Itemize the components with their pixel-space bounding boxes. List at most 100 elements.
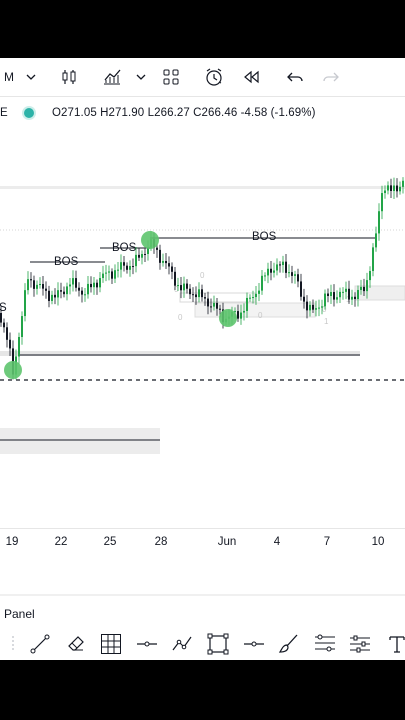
dotted-separator-icon (1, 632, 25, 656)
replay-icon[interactable] (240, 66, 262, 88)
candle-body (78, 287, 80, 291)
x-tick: 19 (5, 536, 19, 548)
market-status-icon[interactable] (24, 108, 34, 118)
grid-icon[interactable] (99, 632, 123, 656)
brush-icon[interactable] (277, 632, 301, 656)
candle-body (165, 260, 167, 264)
candle-body (198, 289, 200, 298)
candle-body (312, 304, 314, 310)
candle-body (3, 322, 5, 328)
candle-body (45, 288, 47, 291)
candle-body (48, 290, 50, 301)
candle-body (39, 284, 41, 286)
settings-sliders-icon[interactable] (348, 632, 372, 656)
interval-button[interactable]: M (2, 66, 16, 88)
candle-body (324, 293, 326, 307)
indicators-chevron-down-icon[interactable] (134, 66, 148, 88)
candle-body (318, 307, 320, 309)
ohlc-values: O271.05 H271.90 L266.27 C266.46 -4.58 (-… (52, 107, 316, 119)
candle-body (294, 274, 296, 276)
symbol-label[interactable]: E (0, 107, 8, 119)
candle-body (342, 291, 344, 293)
candle-body (120, 262, 122, 270)
chart-app: M E O271.05 H271.90 (0, 58, 405, 660)
text-tool-icon[interactable] (385, 632, 405, 656)
candle-body (51, 294, 53, 301)
candle-body (330, 292, 332, 296)
candle-body (192, 294, 194, 296)
horizontal-line-icon[interactable] (242, 632, 266, 656)
candle-body (300, 281, 302, 297)
candles-icon[interactable] (58, 66, 80, 88)
candlestick-series (0, 177, 404, 380)
zone-box-3 (354, 285, 405, 301)
eraser-icon[interactable] (64, 632, 88, 656)
candle-body (117, 269, 119, 271)
indicators-icon[interactable] (101, 66, 123, 88)
top-toolbar: M (0, 58, 405, 97)
svg-text:0: 0 (200, 271, 205, 280)
templates-icon[interactable] (160, 66, 182, 88)
candle-body (111, 271, 113, 279)
candle-body (306, 301, 308, 311)
alert-icon[interactable] (203, 66, 225, 88)
rectangle-icon[interactable] (206, 632, 230, 656)
zone-box-1 (179, 292, 256, 303)
x-tick: 7 (323, 536, 331, 548)
candle-body (189, 288, 191, 295)
candle-body (183, 283, 185, 291)
horizontal-ray-icon[interactable] (135, 632, 159, 656)
candle-body (339, 291, 341, 298)
pattern-icon[interactable] (170, 632, 194, 656)
candle-body (36, 284, 38, 289)
candle-body (177, 285, 179, 287)
candle-body (390, 185, 392, 192)
candle-body (399, 186, 401, 192)
candle-body (201, 289, 203, 298)
candle-body (126, 265, 128, 270)
candle-body (102, 273, 104, 279)
fib-icon[interactable] (313, 632, 337, 656)
candle-body (207, 298, 209, 307)
time-axis[interactable]: 19 22 25 28 Jun 4 7 10 (0, 528, 405, 558)
candle-body (393, 185, 395, 192)
undo-icon[interactable] (284, 66, 306, 88)
panel-label[interactable]: Panel (4, 607, 35, 621)
zone-box-5 (0, 428, 160, 454)
candle-body (396, 185, 398, 192)
candle-body (351, 296, 353, 300)
price-chart[interactable]: 000 001 1 BOS BOS BOS S (0, 128, 405, 528)
candle-body (129, 266, 131, 270)
interval-chevron-down-icon[interactable] (24, 66, 38, 88)
candle-body (387, 185, 389, 191)
candle-body (321, 306, 323, 308)
candle-body (168, 263, 170, 267)
candle-body (336, 297, 338, 300)
candle-body (159, 249, 161, 263)
candle-body (84, 294, 86, 296)
candle-body (363, 286, 365, 292)
svg-text:1: 1 (324, 317, 329, 326)
candle-body (282, 261, 284, 266)
candle-body (279, 264, 281, 266)
candle-body (345, 288, 347, 292)
candle-body (108, 271, 110, 273)
line-tool-icon[interactable] (28, 632, 52, 656)
bos-label-1: BOS (54, 256, 79, 268)
candle-body (141, 253, 143, 258)
candle-body (123, 262, 125, 266)
candle-body (291, 272, 293, 276)
candle-body (213, 302, 215, 307)
candle-body (234, 311, 236, 313)
candle-body (384, 190, 386, 194)
zone-box-4 (0, 351, 360, 356)
candle-body (81, 290, 83, 295)
candle-body (348, 288, 350, 300)
candle-body (204, 297, 206, 299)
candle-body (27, 279, 29, 291)
candle-body (60, 290, 62, 292)
redo-icon[interactable] (320, 66, 342, 88)
candle-body (237, 311, 239, 319)
candle-body (276, 264, 278, 271)
candle-body (195, 294, 197, 298)
